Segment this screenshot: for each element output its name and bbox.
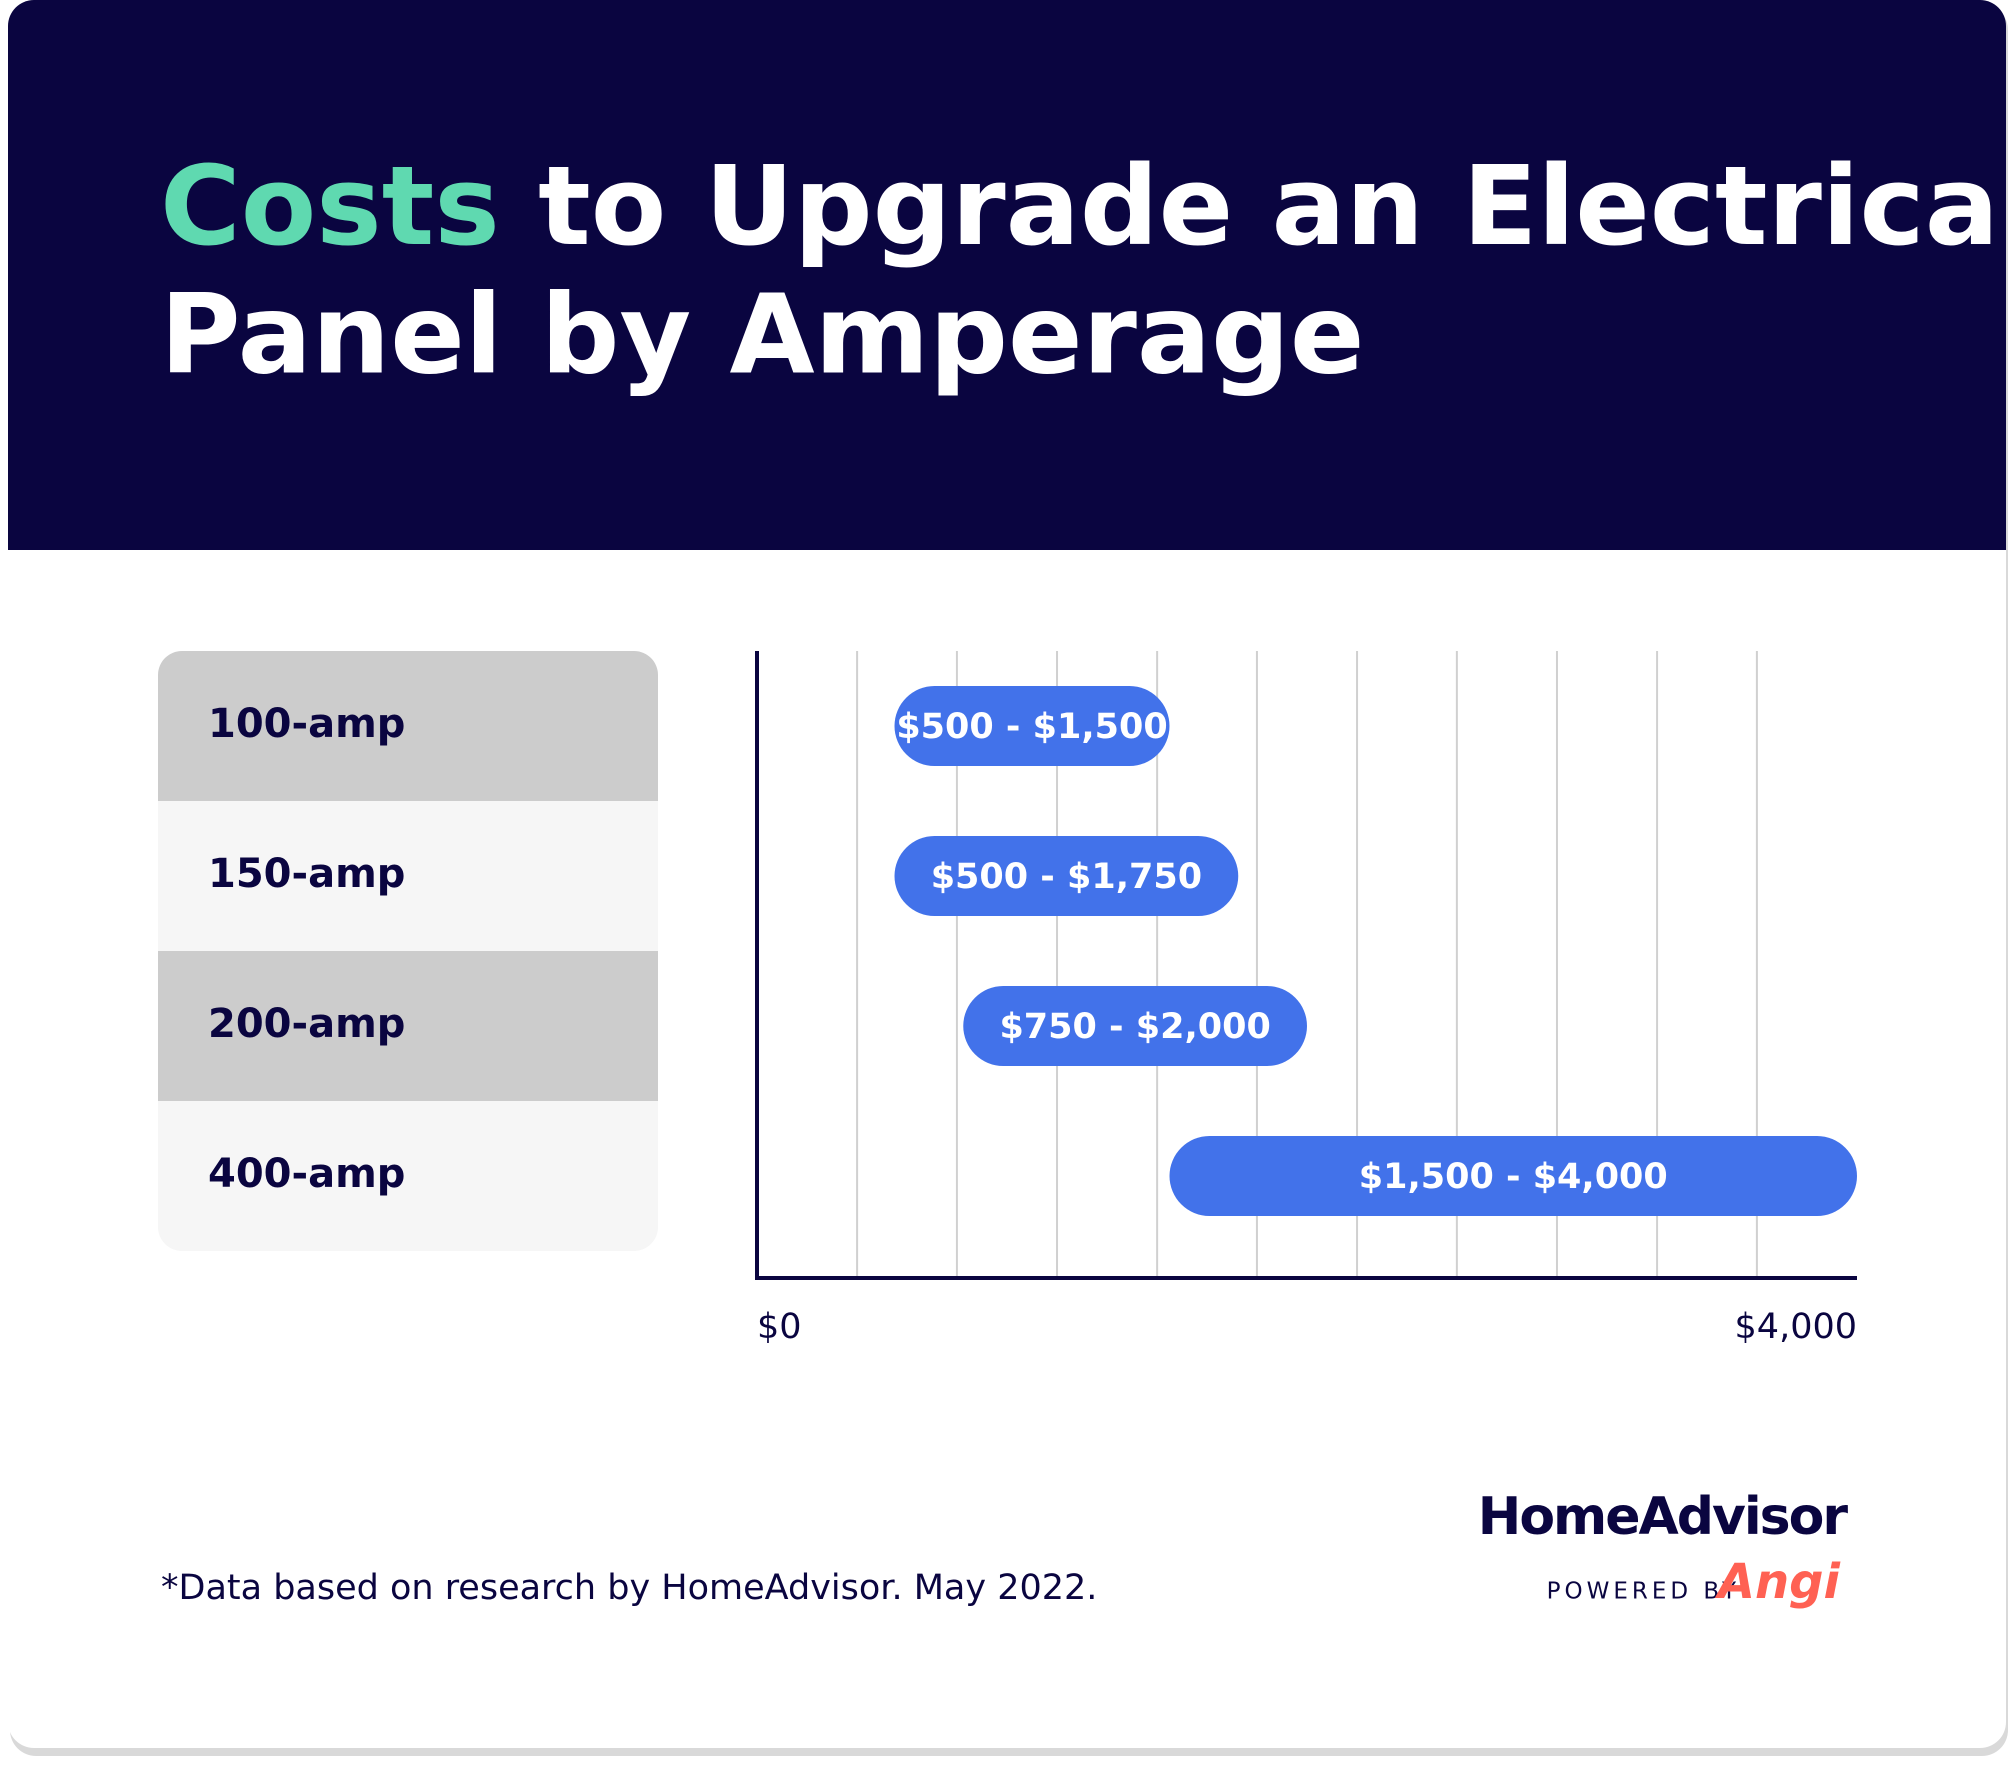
chart-title: Costs to Upgrade an Electrical xyxy=(160,142,2016,270)
bar-label: $500 - $1,500 xyxy=(896,707,1167,747)
brand-partner: Angi xyxy=(1714,1554,1841,1610)
table-row xyxy=(158,651,658,801)
row-label: 200-amp xyxy=(208,1001,405,1047)
chart-title: Panel by Amperage xyxy=(160,270,1364,398)
bar-label: $1,500 - $4,000 xyxy=(1359,1157,1668,1197)
brand: HomeAdvisor xyxy=(1478,1487,1849,1547)
bar xyxy=(963,986,1307,1066)
bar xyxy=(1169,1136,1857,1216)
bar-label: $750 - $2,000 xyxy=(999,1007,1270,1047)
title-line: to Upgrade an Electrical xyxy=(538,142,2016,270)
powered-by: POWERED BY xyxy=(1547,1579,1740,1605)
x-tick-label: $0 xyxy=(757,1307,802,1347)
x-tick-label: $4,000 xyxy=(1735,1307,1857,1347)
row-label: 400-amp xyxy=(208,1151,405,1197)
table-row xyxy=(158,951,658,1101)
bar-label: $500 - $1,750 xyxy=(931,857,1202,897)
title-highlight: Costs xyxy=(160,142,500,270)
row-label: 150-amp xyxy=(208,851,405,897)
bar xyxy=(894,836,1239,916)
bar xyxy=(894,686,1170,766)
row-label: 100-amp xyxy=(208,701,405,747)
footnote: *Data based on research by HomeAdvisor. … xyxy=(161,1568,1097,1608)
header xyxy=(8,0,2006,550)
